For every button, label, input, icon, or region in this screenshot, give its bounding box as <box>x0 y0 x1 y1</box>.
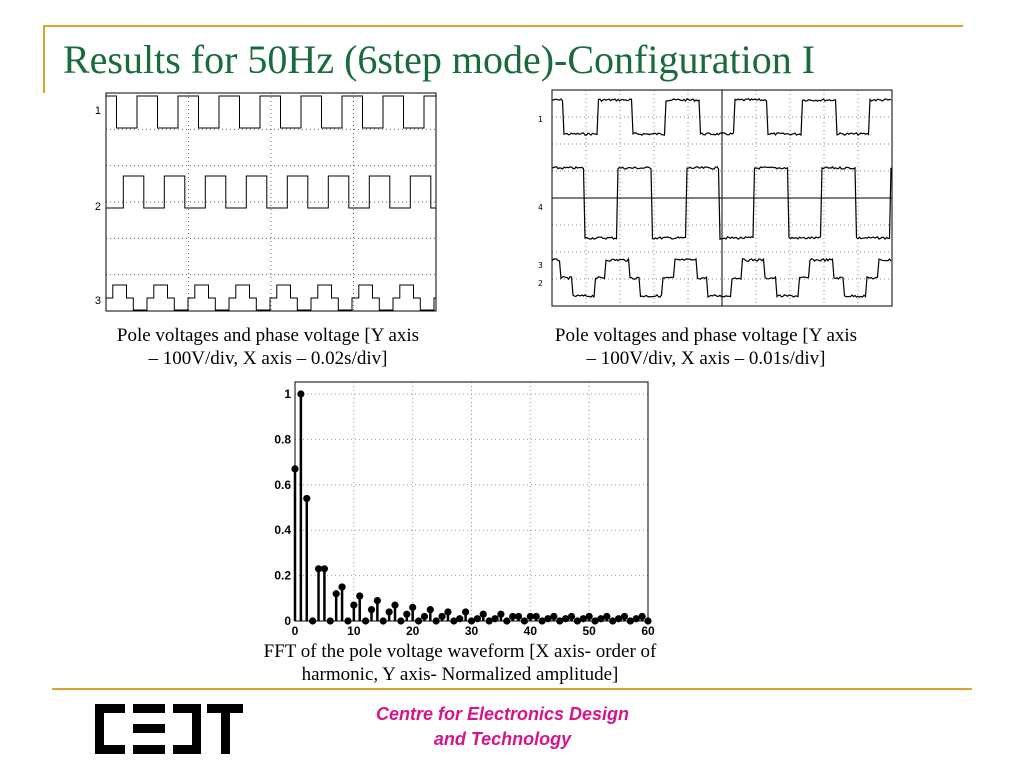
fft-stem-marker <box>497 610 505 618</box>
left-rule <box>43 25 45 93</box>
x-tick-label: 40 <box>524 624 538 638</box>
left-caption-line2: – 100V/div, X axis – 0.02s/div] <box>148 348 388 369</box>
right-caption-line1: Pole voltages and phase voltage [Y axis <box>554 325 858 346</box>
pole-voltage-trace-2 <box>106 175 436 209</box>
channel-markers: 1 4 3 2 <box>538 115 543 288</box>
fft-stem-marker <box>403 610 411 618</box>
x-tick-label: 10 <box>347 624 361 638</box>
fft-stem-marker <box>314 565 323 573</box>
fft-stem-marker <box>567 612 576 621</box>
fft-stem-marker <box>603 612 611 621</box>
fft-stem-marker <box>338 583 346 591</box>
fft-stem-marker <box>332 590 340 598</box>
x-tick-label: 60 <box>641 624 655 638</box>
right-caption-line2: – 100V/div, X axis – 0.01s/div] <box>586 348 826 369</box>
x-tick-label: 30 <box>465 624 479 638</box>
scope-trace-2 <box>551 165 892 241</box>
top-rule <box>43 25 963 27</box>
y-tick-label: 1 <box>284 387 291 401</box>
fft-stem-marker <box>385 608 393 616</box>
fft-stem-marker <box>509 612 517 621</box>
svg-text:1: 1 <box>538 115 543 124</box>
left-figure-caption: Pole voltages and phase voltage [Y axis … <box>62 324 474 370</box>
fft-caption-line1: FFT of the pole voltage waveform [X axis… <box>263 641 657 662</box>
fft-chart: 0 10 20 30 40 50 60 0 0.2 0.4 0.6 0.8 1 <box>274 381 655 638</box>
fft-stem-marker <box>320 565 329 573</box>
centre-name: Centre for Electronics Design and Techno… <box>330 702 675 752</box>
fft-stem-marker <box>303 494 311 503</box>
fft-stem-marker <box>479 610 487 618</box>
scope-trace-3 <box>551 256 892 299</box>
fft-stem-marker <box>438 612 446 621</box>
scope-trace-1 <box>551 97 892 137</box>
y-tick-label: 0 <box>284 614 291 628</box>
fft-caption: FFT of the pole voltage waveform [X axis… <box>200 640 720 686</box>
channel-label-1: 1 <box>95 105 101 117</box>
fft-stem-marker <box>350 601 358 609</box>
simulated-waveform-figure: 1 2 3 <box>95 92 437 312</box>
fft-stem-marker <box>514 612 523 621</box>
left-caption-line1: Pole voltages and phase voltage [Y axis <box>116 325 420 346</box>
fft-stem-marker <box>620 612 629 621</box>
fft-stem-marker <box>297 390 305 398</box>
svg-text:2: 2 <box>538 279 543 288</box>
channel-label-2: 2 <box>95 201 101 213</box>
phase-voltage-trace <box>105 284 436 311</box>
bottom-rule <box>52 688 972 690</box>
svg-text:4: 4 <box>538 203 543 212</box>
fft-stem-marker <box>409 603 417 611</box>
y-tick-label: 0.6 <box>274 478 291 492</box>
cedt-logo <box>95 704 243 754</box>
fft-stem-marker <box>373 596 381 605</box>
y-tick-label: 0.8 <box>274 432 291 446</box>
x-tick-label: 0 <box>292 624 299 638</box>
slide-title: Results for 50Hz (6step mode)-Configurat… <box>63 37 816 82</box>
right-figure-caption: Pole voltages and phase voltage [Y axis … <box>504 324 908 370</box>
y-tick-label: 0.2 <box>274 569 291 583</box>
centre-name-line1: Centre for Electronics Design <box>375 704 630 724</box>
fft-stem-marker <box>420 612 429 621</box>
fft-stem-marker <box>638 612 646 621</box>
oscilloscope-figure: 1 4 3 2 <box>538 89 893 307</box>
pole-voltage-trace-1 <box>106 95 436 129</box>
x-tick-label: 50 <box>582 624 596 638</box>
fft-caption-line2: harmonic, Y axis- Normalized amplitude] <box>301 664 619 685</box>
channel-label-3: 3 <box>95 295 101 307</box>
fft-stem-marker <box>356 592 364 600</box>
y-tick-label: 0.4 <box>274 523 291 537</box>
fft-stem-marker <box>585 612 593 621</box>
fft-stem-marker <box>444 608 452 616</box>
fft-stem-marker <box>367 606 376 614</box>
fft-stem-marker <box>532 612 540 621</box>
fft-stem-marker <box>550 612 558 621</box>
fft-stem-marker <box>391 601 399 609</box>
fft-stem-marker <box>426 606 434 614</box>
fft-stem-marker <box>526 612 534 621</box>
x-tick-label: 20 <box>406 624 420 638</box>
centre-name-line2: and Technology <box>433 729 572 749</box>
fft-stem-marker <box>462 608 470 616</box>
svg-text:3: 3 <box>538 261 543 270</box>
